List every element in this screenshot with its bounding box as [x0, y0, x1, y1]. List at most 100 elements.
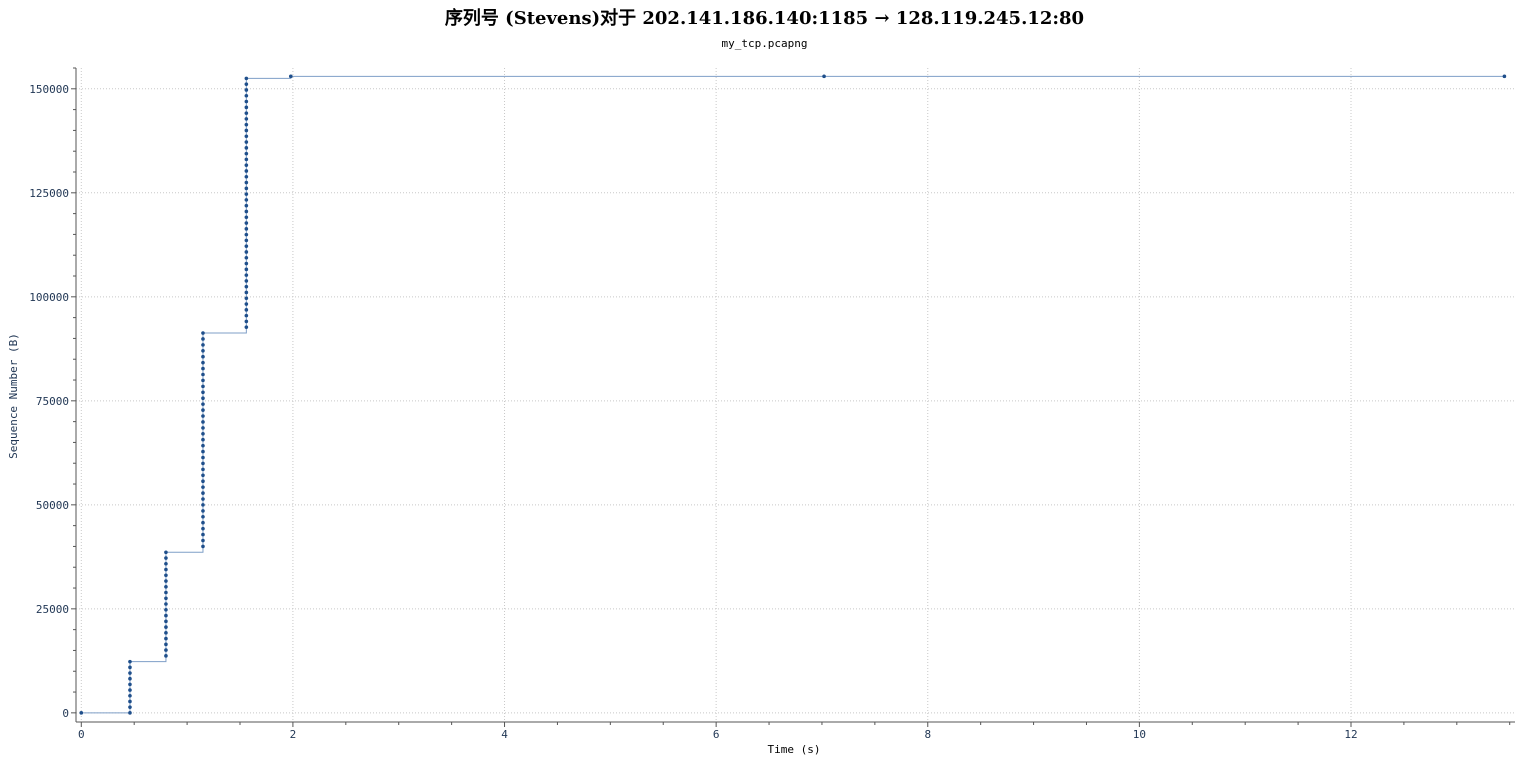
data-point [201, 366, 205, 371]
x-tick-label: 4 [501, 728, 508, 741]
data-point [244, 261, 249, 266]
data-point [244, 227, 249, 231]
data-point [201, 343, 205, 347]
data-point [201, 485, 205, 489]
data-point [244, 163, 249, 167]
data-point [164, 613, 168, 618]
data-point [244, 250, 249, 254]
x-tick-label: 0 [78, 728, 85, 741]
data-point [201, 437, 205, 442]
data-point [201, 372, 205, 377]
data-point [244, 284, 249, 289]
data-point [201, 431, 205, 436]
data-point [244, 255, 249, 260]
data-point [244, 88, 249, 92]
data-point [128, 693, 132, 698]
data-point [244, 99, 249, 104]
data-point [244, 319, 249, 324]
data-point [244, 111, 249, 115]
data-point [201, 390, 205, 395]
data-point [244, 122, 249, 127]
step-line [81, 75, 1505, 714]
data-point [201, 455, 205, 460]
data-point [244, 313, 249, 318]
y-tick-label: 150000 [29, 83, 69, 96]
data-point [244, 267, 249, 272]
data-point [128, 665, 132, 670]
data-point [128, 705, 132, 709]
data-point [128, 682, 132, 687]
data-point [244, 157, 249, 162]
data-point [201, 449, 205, 454]
data-point [201, 497, 205, 501]
data-point [201, 461, 205, 466]
data-point [164, 636, 168, 641]
data-point [201, 503, 205, 507]
data-point [244, 273, 249, 277]
data-point [201, 526, 205, 531]
data-point [201, 520, 205, 525]
data-point [201, 337, 205, 341]
data-point [201, 544, 205, 549]
data-point [164, 550, 168, 555]
x-tick-label: 8 [924, 728, 931, 741]
data-point [244, 82, 249, 86]
data-point [164, 596, 168, 601]
data-point [164, 625, 168, 629]
data-point [201, 360, 205, 365]
data-point [244, 151, 249, 156]
data-point [201, 354, 205, 359]
data-point [201, 509, 205, 513]
data-point [244, 180, 249, 185]
x-tick-label: 6 [713, 728, 720, 741]
data-point [164, 556, 168, 560]
y-tick-label: 0 [62, 707, 69, 720]
data-point [128, 671, 132, 675]
data-point [244, 325, 249, 329]
data-point [244, 209, 249, 214]
data-point [201, 384, 205, 389]
data-point [1502, 74, 1507, 79]
data-point [164, 648, 168, 652]
data-point [201, 473, 205, 478]
y-tick-label: 50000 [36, 499, 69, 512]
data-point [201, 414, 205, 418]
data-point [201, 331, 205, 335]
y-axis-title: Sequence Number (B) [7, 333, 20, 459]
data-point [244, 192, 249, 196]
data-point [244, 203, 249, 208]
data-point [128, 699, 132, 704]
data-point [244, 302, 249, 306]
data-point [244, 308, 249, 312]
data-point [201, 532, 205, 537]
data-point [244, 128, 249, 133]
data-point [164, 619, 168, 624]
x-tick-label: 2 [290, 728, 297, 741]
data-point [164, 631, 168, 635]
data-point [244, 169, 249, 173]
chart-subtitle: my_tcp.pcapng [721, 37, 808, 50]
data-point [244, 198, 249, 202]
y-tick-label: 75000 [36, 395, 69, 408]
data-point [244, 140, 249, 144]
data-point [128, 711, 132, 715]
data-point [201, 491, 205, 495]
data-point [164, 579, 168, 583]
data-point [164, 590, 168, 595]
series-step-line [81, 75, 1505, 714]
grid [76, 68, 1515, 722]
data-point [244, 186, 249, 191]
axes [71, 67, 1515, 727]
data-point [244, 105, 249, 110]
data-point [244, 174, 249, 179]
data-point [244, 290, 249, 295]
data-point [244, 279, 249, 283]
data-point [244, 221, 249, 225]
data-point [244, 215, 249, 220]
x-axis-title: Time (s) [768, 743, 821, 756]
data-point [128, 676, 132, 681]
data-point [244, 93, 249, 98]
data-point [164, 573, 168, 578]
data-point [128, 659, 132, 664]
